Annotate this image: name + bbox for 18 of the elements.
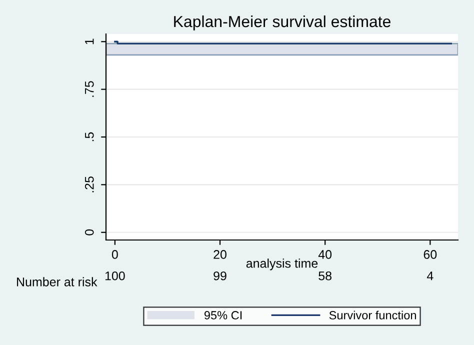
x-tick-label: 60 bbox=[424, 250, 437, 259]
y-tick-label: 0 bbox=[84, 229, 94, 236]
text: 58 bbox=[318, 271, 332, 280]
x-axis-title: analysis time bbox=[246, 258, 318, 270]
chart-title: Kaplan-Meier survival estimate bbox=[174, 15, 390, 30]
x-tick-label: 20 bbox=[214, 250, 226, 259]
x-tick-label: 0 bbox=[112, 250, 118, 259]
y-tick-label: .25 bbox=[84, 176, 94, 192]
text: Number at risk bbox=[17, 277, 98, 286]
y-tick-label: .75 bbox=[85, 81, 94, 97]
text: 99 bbox=[214, 271, 226, 280]
x-tick-label: 40 bbox=[318, 250, 332, 259]
legend-label: 95% CI bbox=[204, 311, 242, 320]
y-tick-label: .5 bbox=[85, 132, 94, 142]
text: 4 bbox=[426, 272, 434, 280]
y-tick-label: 1 bbox=[85, 38, 94, 44]
text: 100 bbox=[105, 271, 125, 280]
legend-label: Survivor function bbox=[329, 310, 416, 320]
